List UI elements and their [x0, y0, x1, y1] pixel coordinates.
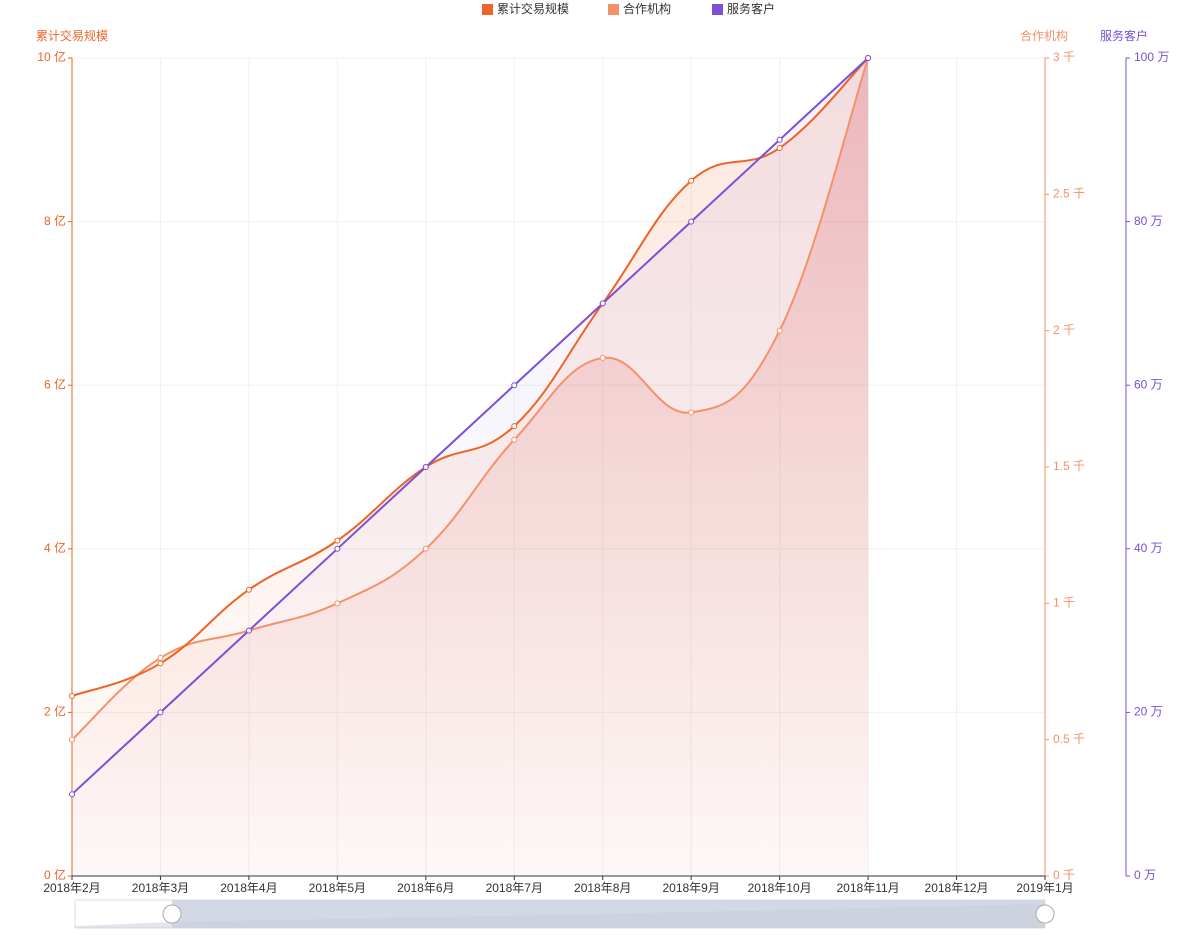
line [71, 57, 870, 741]
legend-label: 服务客户 [727, 1, 775, 16]
line [71, 57, 869, 795]
point [334, 537, 341, 544]
zoom-handle[interactable] [162, 904, 182, 924]
x-tick-label: 2018年6月 [397, 881, 454, 895]
tick-label: 2 亿 [44, 704, 66, 719]
x-tick-label: 2018年2月 [43, 881, 100, 895]
point [69, 693, 75, 700]
point [245, 586, 252, 593]
tick-label: 1 千 [1053, 596, 1075, 610]
x-tick-label: 2018年7月 [486, 881, 543, 895]
axis-title: 累计交易规模 [36, 28, 108, 43]
line [71, 57, 869, 697]
point [688, 177, 695, 184]
point [776, 144, 783, 151]
point [688, 218, 695, 225]
point [511, 436, 518, 443]
legend-item[interactable]: 合作机构 [608, 1, 671, 16]
legend-label: 累计交易规模 [497, 1, 569, 16]
point [69, 736, 75, 743]
legend-item[interactable]: 累计交易规模 [482, 1, 569, 16]
legend-swatch [608, 4, 619, 15]
tick-label: 2.5 千 [1053, 187, 1085, 201]
axis-title: 服务客户 [1100, 28, 1148, 43]
point [599, 300, 606, 307]
tick-label: 1.5 千 [1053, 459, 1085, 473]
point [334, 545, 341, 552]
x-tick-label: 2018年12月 [925, 881, 989, 895]
axis-title: 合作机构 [1020, 28, 1068, 43]
tick-label: 60 万 [1134, 377, 1163, 391]
x-tick-label: 2018年3月 [132, 881, 189, 895]
x-tick-label: 2018年11月 [837, 881, 900, 895]
zoom-handle[interactable] [1035, 904, 1055, 924]
x-tick-label: 2018年5月 [309, 881, 366, 895]
point [422, 464, 429, 470]
x-tick-label: 2018年4月 [220, 881, 277, 895]
legend-item[interactable]: 服务客户 [712, 1, 775, 16]
tick-label: 0 亿 [44, 867, 66, 882]
x-tick-label: 2018年10月 [748, 881, 812, 895]
point [511, 382, 518, 389]
tick-label: 10 亿 [37, 49, 66, 64]
data-zoom[interactable] [74, 899, 1055, 929]
x-tick-label: 2018年9月 [662, 881, 719, 895]
tick-label: 3 千 [1053, 50, 1075, 64]
point [776, 327, 783, 334]
point [865, 55, 872, 61]
legend-swatch [482, 4, 493, 15]
tick-label: 0 千 [1053, 868, 1075, 882]
area [72, 58, 869, 876]
zoom-preview [75, 904, 1045, 928]
tick-label: 20 万 [1134, 705, 1163, 719]
tick-label: 0 万 [1134, 868, 1156, 882]
point [599, 354, 606, 361]
point [157, 660, 164, 667]
tick-label: 4 亿 [44, 540, 66, 555]
point [688, 409, 695, 416]
point [334, 600, 341, 607]
x-tick-label: 2019年1月 [1016, 881, 1073, 895]
point [422, 545, 429, 552]
point [511, 423, 518, 430]
legend-swatch [712, 4, 723, 15]
tick-label: 40 万 [1134, 541, 1163, 555]
tick-label: 80 万 [1134, 214, 1163, 228]
legend-label: 合作机构 [623, 1, 671, 16]
tick-label: 100 万 [1134, 50, 1169, 64]
tick-label: 8 亿 [44, 213, 66, 228]
tick-label: 0.5 千 [1053, 732, 1085, 746]
tick-label: 6 亿 [44, 376, 66, 391]
point [157, 654, 164, 661]
point [245, 627, 252, 634]
point [69, 791, 75, 798]
tick-label: 2 千 [1053, 323, 1075, 337]
x-tick-label: 2018年8月 [574, 881, 631, 895]
point [776, 136, 783, 143]
point [157, 709, 164, 716]
